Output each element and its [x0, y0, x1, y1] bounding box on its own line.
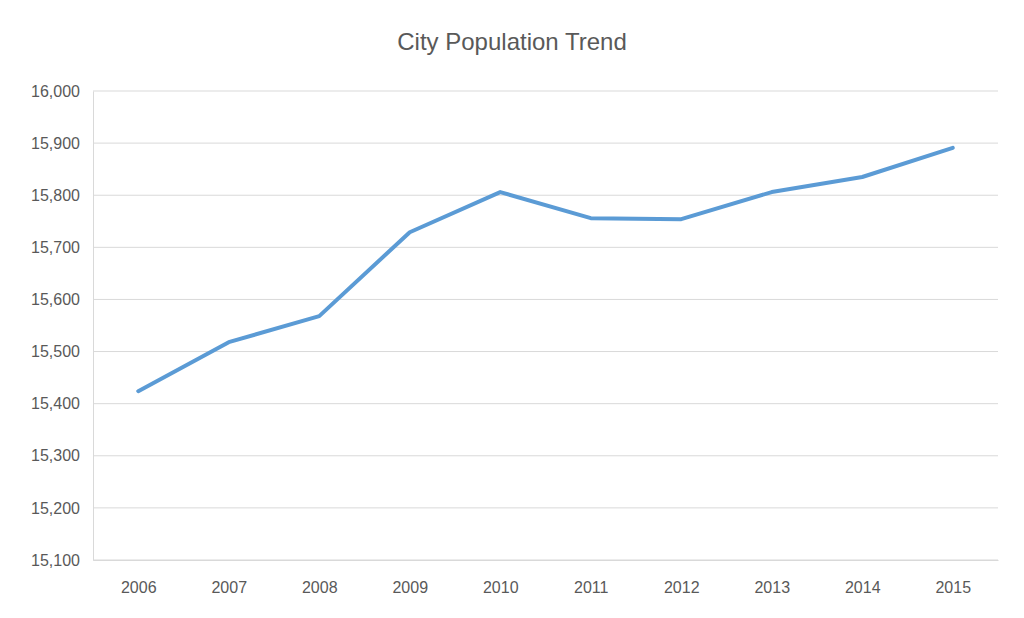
x-tick-label: 2006: [121, 579, 157, 596]
x-tick: 2015: [935, 560, 971, 596]
y-tick-label: 15,700: [31, 239, 80, 256]
x-tick: 2007: [211, 560, 247, 596]
y-tick: 15,200: [31, 500, 93, 517]
y-tick: 15,100: [31, 552, 93, 569]
x-tick-label: 2012: [664, 579, 700, 596]
x-tick: 2014: [845, 560, 881, 596]
y-tick-label: 15,300: [31, 447, 80, 464]
title: City Population Trend: [397, 28, 626, 55]
x-tick: 2013: [754, 560, 790, 596]
grid-line: [93, 299, 998, 300]
y-tick: 15,700: [31, 239, 93, 256]
y-tick: 15,500: [31, 343, 93, 360]
y-tick: 15,400: [31, 395, 93, 412]
y-tick: 15,300: [31, 447, 93, 464]
grid-line: [93, 403, 998, 404]
x-tick: 2011: [574, 560, 609, 596]
x-tick-label: 2015: [935, 579, 971, 596]
grid-line: [93, 455, 998, 456]
grid-line: [93, 507, 998, 508]
plot-area: [138, 148, 953, 391]
chart: City Population Trend15,10015,20015,3001…: [0, 0, 1024, 618]
x-tick-label: 2010: [483, 579, 519, 596]
x-tick: 2008: [302, 560, 338, 596]
background: [0, 0, 1024, 618]
x-axis-line: [94, 560, 999, 561]
grid-line: [93, 143, 998, 144]
x-tick-label: 2008: [302, 579, 338, 596]
y-tick-label: 15,400: [31, 395, 80, 412]
y-tick-label: 15,800: [31, 187, 80, 204]
x-tick-label: 2009: [392, 579, 428, 596]
x-tick-label: 2014: [845, 579, 881, 596]
grid-line: [93, 247, 998, 248]
grid-line: [93, 560, 998, 561]
x-axis: 2006 2007 2008 2009 2010 2011 2012 2013 2014 2015: [94, 560, 999, 596]
x-tick-label: 2007: [211, 579, 247, 596]
y-tick-label: 15,200: [31, 500, 80, 517]
y-tick-label: 15,500: [31, 343, 80, 360]
x-tick: 2006: [121, 560, 157, 596]
y-tick: 15,900: [31, 135, 93, 152]
y-axis: 15,100 15,200 15,300 15,400 15,500 15,600 15,7…: [31, 83, 93, 569]
y-tick-label: 15,900: [31, 135, 80, 152]
grid: [93, 91, 998, 560]
grid-line: [93, 351, 998, 352]
grid-line: [93, 195, 998, 196]
y-tick-label: 15,100: [31, 552, 80, 569]
y-tick: 15,800: [31, 187, 93, 204]
y-tick: 15,600: [31, 291, 93, 308]
x-tick-label: 2013: [754, 579, 790, 596]
x-tick-label: 2011: [574, 579, 609, 596]
y-tick: 16,000: [31, 83, 93, 100]
y-tick-label: 16,000: [31, 83, 80, 100]
grid-line: [93, 91, 998, 92]
x-tick: 2012: [664, 560, 700, 596]
x-tick: 2009: [392, 560, 428, 596]
x-tick: 2010: [483, 560, 519, 596]
line: [138, 148, 953, 391]
y-tick-label: 15,600: [31, 291, 80, 308]
y-axis-line: [93, 92, 94, 561]
